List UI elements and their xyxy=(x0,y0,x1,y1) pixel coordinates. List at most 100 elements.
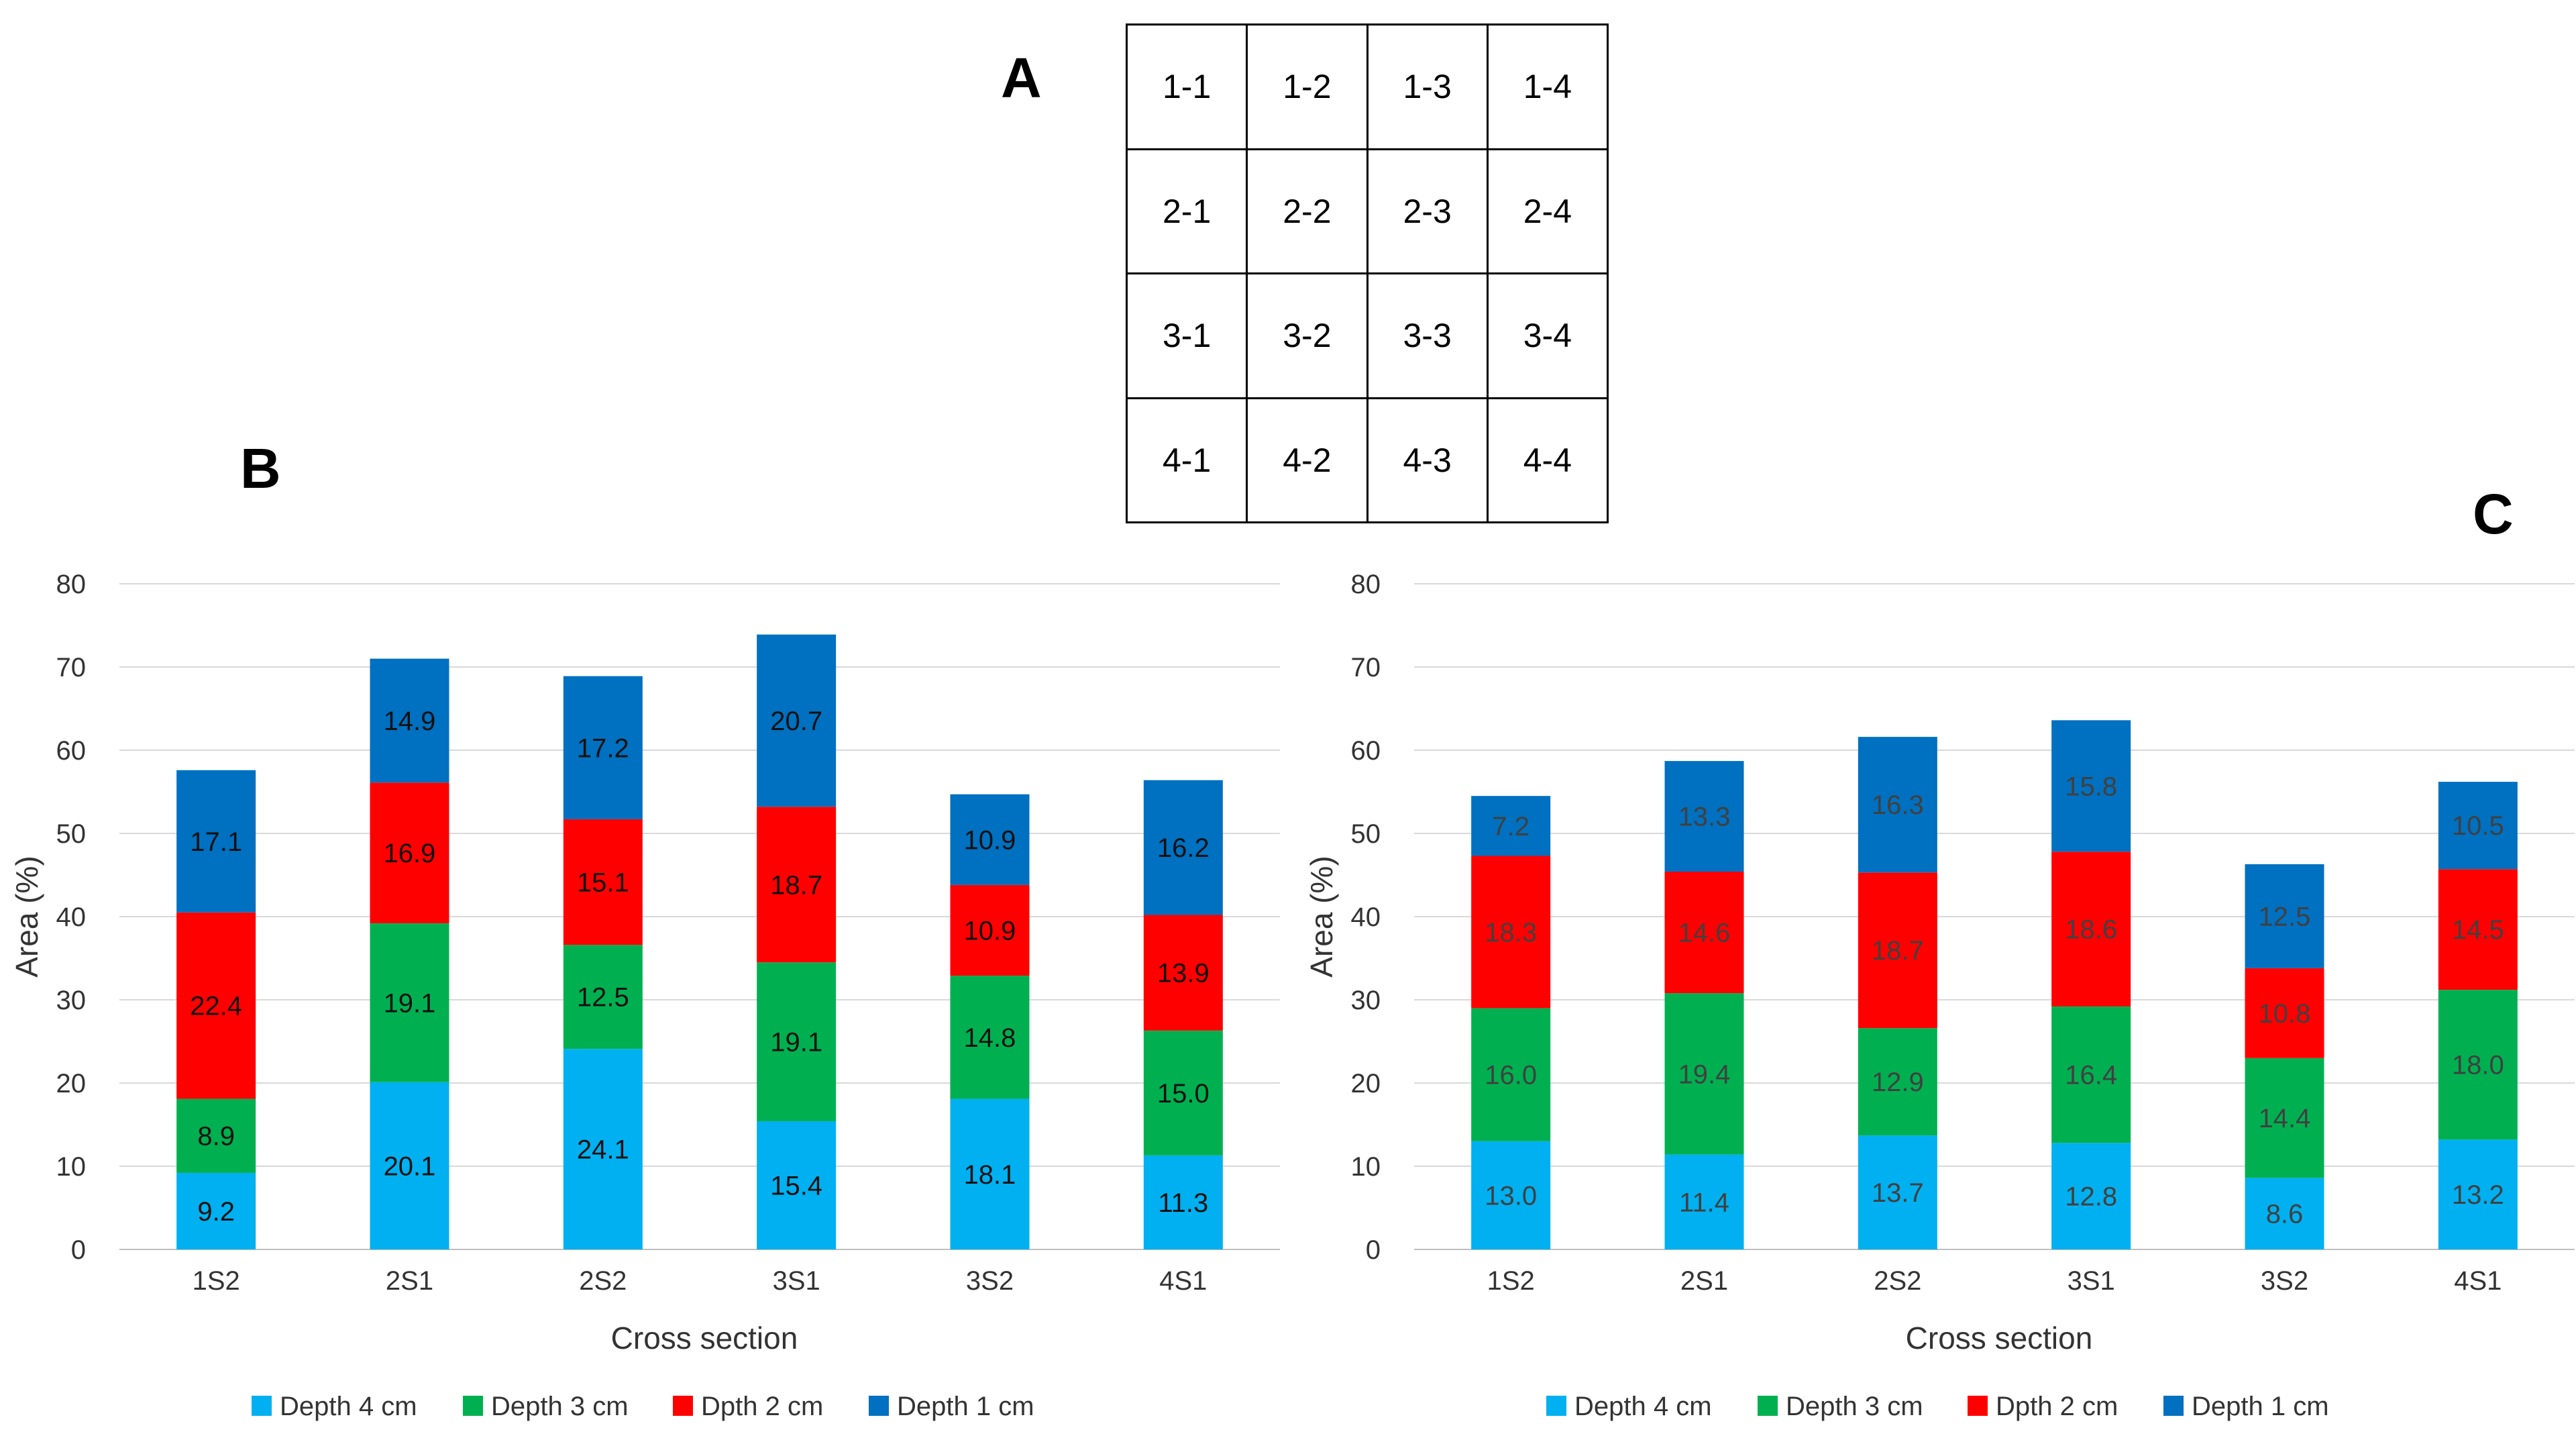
data-label: 13.9 xyxy=(1157,959,1210,988)
legend-entry: Depth 1 cm xyxy=(2192,1392,2329,1421)
y-tick-label: 0 xyxy=(1366,1235,1381,1265)
bar-segment xyxy=(1858,1028,1937,1136)
bar-segment xyxy=(2051,852,2131,1007)
bar-segment xyxy=(176,1098,256,1173)
x-tick-label: 4S1 xyxy=(2454,1266,2502,1296)
data-label: 16.2 xyxy=(1157,833,1210,863)
y-tick-label: 10 xyxy=(56,1152,87,1182)
bar-segment xyxy=(563,676,643,819)
x-tick-label: 1S2 xyxy=(1487,1266,1535,1296)
bar-segment xyxy=(950,884,1030,976)
data-label: 13.3 xyxy=(1678,803,1731,832)
bar-segment xyxy=(757,807,837,963)
grid-cell-4-4: 4-4 xyxy=(1486,397,1609,523)
legend-entry: Dpth 2 cm xyxy=(701,1392,823,1421)
bar-segment xyxy=(1664,761,1744,872)
legend-swatch xyxy=(252,1396,272,1416)
bar-segment xyxy=(1858,737,1937,873)
panel-label-b: B xyxy=(240,437,281,500)
bar-segment xyxy=(757,962,837,1122)
bar-segment xyxy=(1858,1135,1937,1249)
legend-swatch xyxy=(1546,1396,1566,1416)
x-tick-label: 4S1 xyxy=(1159,1266,1207,1296)
bar-segment xyxy=(370,782,449,923)
data-label: 12.5 xyxy=(2259,902,2311,931)
data-label: 15.4 xyxy=(770,1172,822,1201)
data-label: 11.4 xyxy=(1679,1188,1729,1217)
bar-segment xyxy=(370,658,449,783)
bar-segment xyxy=(950,976,1030,1099)
grid-cell-3-2: 3-2 xyxy=(1246,272,1368,399)
grid-cell-2-4: 2-4 xyxy=(1486,148,1609,274)
bar-segment xyxy=(1143,780,1223,915)
data-label: 7.2 xyxy=(1492,812,1529,841)
legend-entry: Dpth 2 cm xyxy=(1996,1392,2118,1421)
y-axis-title: Area (%) xyxy=(1304,856,1339,977)
data-label: 14.9 xyxy=(384,707,436,736)
section-grid-table: 1-1 1-2 1-3 1-4 2-1 2-2 2-3 2-4 3-1 3-2 3-3 3-4 4-1 4… xyxy=(1125,23,1609,523)
bar-segment xyxy=(2051,1006,2131,1143)
data-label: 18.3 xyxy=(1485,918,1537,947)
data-label: 22.4 xyxy=(190,992,242,1021)
y-tick-label: 0 xyxy=(71,1235,86,1265)
x-tick-label: 3S1 xyxy=(2068,1266,2115,1296)
y-tick-label: 70 xyxy=(56,653,87,682)
bar-segment xyxy=(2438,990,2518,1140)
data-label: 13.0 xyxy=(1485,1181,1537,1211)
x-tick-label: 2S1 xyxy=(386,1266,433,1296)
grid-cell-4-3: 4-3 xyxy=(1366,397,1489,523)
data-label: 10.9 xyxy=(964,825,1016,855)
data-label: 15.0 xyxy=(1157,1079,1210,1109)
bar-segment xyxy=(1471,1141,1551,1249)
y-tick-label: 40 xyxy=(1351,903,1381,932)
data-label: 15.8 xyxy=(2065,772,2117,801)
grid-row: 1-1 1-2 1-3 1-4 xyxy=(1125,23,1609,150)
data-label: 12.9 xyxy=(1872,1068,1924,1097)
legend-entry: Depth 4 cm xyxy=(280,1392,417,1421)
x-tick-label: 3S1 xyxy=(773,1266,820,1296)
bar-segment xyxy=(757,1121,837,1249)
data-label: 11.3 xyxy=(1158,1188,1208,1218)
bar-segment xyxy=(757,634,837,807)
data-label: 19.1 xyxy=(384,988,436,1018)
legend-swatch xyxy=(1758,1396,1778,1416)
data-label: 18.1 xyxy=(964,1160,1016,1190)
legend-entry: Depth 1 cm xyxy=(897,1392,1034,1421)
legend-swatch xyxy=(869,1396,889,1416)
bar-segment xyxy=(1664,1154,1744,1249)
data-label: 18.7 xyxy=(770,870,822,900)
legend-swatch xyxy=(2163,1396,2184,1416)
data-label: 19.1 xyxy=(770,1028,822,1058)
bar-segment xyxy=(370,1082,449,1249)
grid-row: 2-1 2-2 2-3 2-4 xyxy=(1125,148,1609,274)
bar-segment xyxy=(176,912,256,1099)
data-label: 16.0 xyxy=(1485,1061,1537,1090)
grid-row: 4-1 4-2 4-3 4-4 xyxy=(1125,397,1609,523)
bar-segment xyxy=(950,794,1030,885)
data-label: 10.5 xyxy=(2452,811,2504,841)
bar-segment xyxy=(563,819,643,945)
y-tick-label: 70 xyxy=(1351,653,1381,682)
chart-b: 0 10 20 30 40 50 60 70 80 9.2 8.9 22.4 17.1 1S2 20.1 19… xyxy=(9,570,1280,1421)
data-label: 10.9 xyxy=(964,916,1016,945)
grid-cell-1-3: 1-3 xyxy=(1366,23,1489,150)
data-label: 8.9 xyxy=(197,1122,235,1151)
grid-cell-1-4: 1-4 xyxy=(1486,23,1609,150)
data-label: 14.5 xyxy=(2452,915,2504,945)
bar-segment xyxy=(1858,872,1937,1029)
data-label: 14.8 xyxy=(964,1023,1016,1053)
bar-segment xyxy=(2245,1058,2324,1178)
data-label: 13.7 xyxy=(1872,1178,1924,1208)
y-tick-label: 20 xyxy=(56,1069,87,1098)
data-label: 8.6 xyxy=(2266,1200,2304,1229)
grid-cell-3-1: 3-1 xyxy=(1125,272,1248,399)
data-label: 13.2 xyxy=(2452,1180,2504,1210)
legend-entry: Depth 3 cm xyxy=(491,1392,629,1421)
bar-segment xyxy=(1143,915,1223,1031)
bar-segment xyxy=(2051,720,2131,852)
bar-segment xyxy=(1471,796,1551,856)
data-label: 16.3 xyxy=(1872,790,1924,820)
y-tick-label: 80 xyxy=(56,570,87,599)
y-tick-label: 30 xyxy=(56,986,87,1015)
grid-cell-2-1: 2-1 xyxy=(1125,148,1248,274)
